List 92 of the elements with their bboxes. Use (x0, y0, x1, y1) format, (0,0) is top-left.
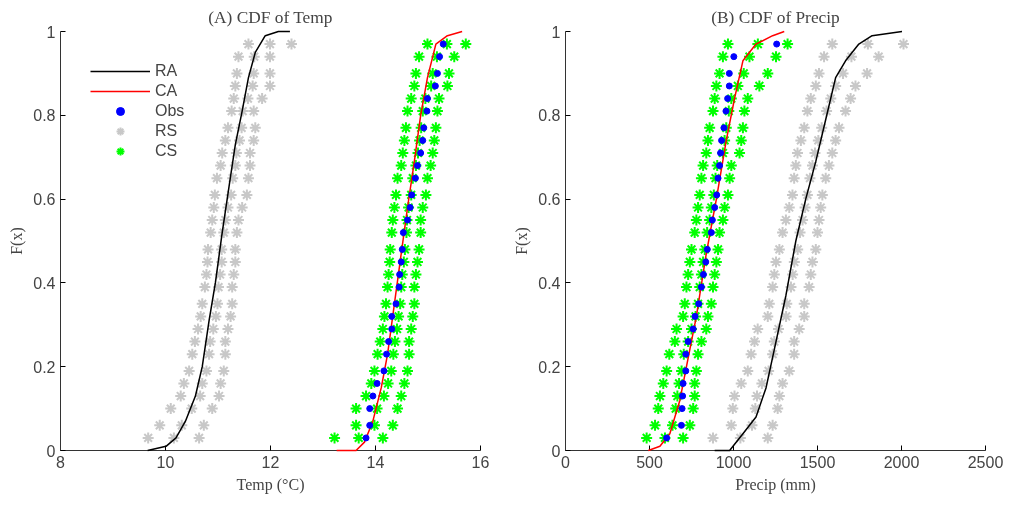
point (678, 405, 686, 413)
legend-label: CA (155, 82, 178, 100)
legend-label: RS (155, 122, 178, 140)
point (697, 283, 705, 291)
point (404, 216, 412, 224)
y-tick-label: 0.2 (33, 358, 56, 376)
point (373, 379, 381, 387)
x-tick-label: 8 (56, 453, 66, 471)
point (714, 174, 722, 182)
y-tick-label: 1 (46, 23, 56, 41)
y-tick-label: 0.4 (33, 274, 56, 292)
y-tick-label: 0 (46, 442, 56, 460)
point (717, 149, 725, 157)
x-tick-label: 1000 (715, 453, 752, 471)
point (420, 124, 428, 132)
point (707, 229, 715, 237)
point (725, 69, 733, 77)
x-tick-label: 2500 (967, 453, 1004, 471)
legend-label: RA (155, 62, 178, 80)
point (708, 216, 716, 224)
point (408, 191, 416, 199)
point (722, 107, 730, 115)
point (366, 421, 374, 429)
y-tick-label: 0 (551, 442, 561, 460)
point (711, 203, 719, 211)
point (679, 379, 687, 387)
point (383, 350, 391, 358)
y-tick-label: 1 (551, 23, 561, 41)
point (724, 95, 732, 103)
x-tick-label: 14 (366, 453, 385, 471)
point (397, 258, 405, 266)
y-tick-label: 0.6 (538, 191, 561, 209)
point (369, 392, 377, 400)
y-tick-label: 0.2 (538, 358, 561, 376)
point (392, 300, 400, 308)
point (380, 367, 388, 375)
point (417, 149, 425, 157)
point (396, 271, 404, 279)
point (439, 40, 447, 48)
point (718, 136, 726, 144)
point (431, 82, 439, 90)
y-tick-label: 0.6 (33, 191, 56, 209)
point (682, 350, 690, 358)
point (702, 258, 710, 266)
y-tick-label: 0.8 (538, 107, 561, 125)
point (414, 162, 421, 170)
point (703, 245, 711, 253)
point (388, 325, 396, 333)
point (362, 434, 370, 442)
x-tick-label: 2000 (883, 453, 920, 471)
point (399, 229, 407, 237)
point (385, 338, 393, 346)
point (388, 312, 396, 320)
y-axis-title: F(x) (513, 227, 532, 255)
y-tick-label: 0.4 (538, 274, 561, 292)
y-axis-title: F(x) (8, 227, 27, 255)
x-tick-label: 16 (471, 453, 490, 471)
y-tick-label: 0.8 (33, 107, 56, 125)
point (436, 53, 444, 61)
point (366, 405, 374, 413)
point (411, 174, 419, 182)
x-tick-label: 12 (261, 453, 280, 471)
point (730, 53, 738, 61)
legend-label: CS (155, 142, 178, 160)
point (677, 421, 685, 429)
point (716, 162, 724, 170)
point (433, 69, 441, 77)
x-tick-label: 1500 (799, 453, 836, 471)
x-axis-title: Precip (mm) (735, 475, 816, 494)
point (663, 434, 671, 442)
point (682, 367, 690, 375)
chart-title: (A) CDF of Temp (208, 7, 333, 27)
point (406, 203, 414, 211)
point (395, 283, 403, 291)
x-axis-title: Temp (°C) (236, 475, 305, 494)
point (423, 107, 431, 115)
point (699, 271, 707, 279)
point (679, 392, 687, 400)
point (720, 124, 728, 132)
x-tick-label: 10 (156, 453, 175, 471)
point (695, 300, 703, 308)
chart-title: (B) CDF of Precip (711, 7, 840, 27)
point (691, 312, 699, 320)
point (419, 136, 427, 144)
point (713, 191, 721, 199)
legend-label: Obs (155, 102, 185, 120)
point (398, 245, 406, 253)
point (773, 40, 781, 48)
x-tick-label: 500 (636, 453, 663, 471)
point (725, 82, 733, 90)
point (423, 95, 431, 103)
point (689, 325, 697, 333)
